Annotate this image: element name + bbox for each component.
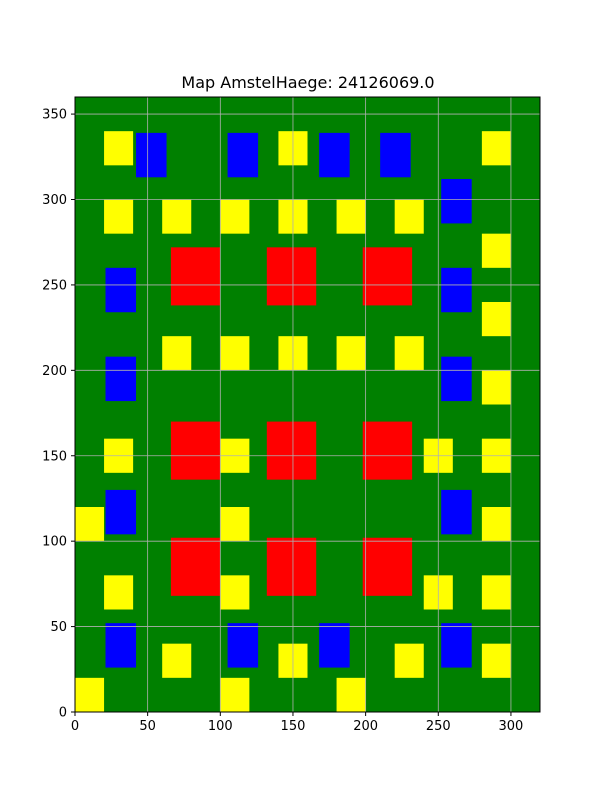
yellow-rectangle xyxy=(481,507,511,542)
x-tick-label: 300 xyxy=(499,719,524,734)
yellow-rectangle xyxy=(220,507,250,542)
yellow-rectangle xyxy=(162,199,192,234)
x-tick-label: 50 xyxy=(139,719,156,734)
y-tick-label: 200 xyxy=(42,364,67,379)
blue-rectangle xyxy=(319,623,350,668)
yellow-rectangle xyxy=(104,131,134,166)
y-tick-label: 300 xyxy=(42,193,67,208)
red-rectangle xyxy=(170,421,221,480)
red-rectangle xyxy=(266,421,317,480)
blue-rectangle xyxy=(136,132,167,178)
red-rectangle xyxy=(362,537,413,596)
red-rectangle xyxy=(170,537,221,596)
yellow-rectangle xyxy=(220,575,250,610)
blue-rectangle xyxy=(105,489,137,535)
y-tick-label: 50 xyxy=(50,620,67,635)
yellow-rectangle xyxy=(336,199,366,234)
blue-rectangle xyxy=(319,132,350,178)
x-tick-label: 150 xyxy=(281,719,306,734)
red-rectangle xyxy=(362,421,413,480)
axes-frame xyxy=(74,96,541,713)
y-tick-label: 0 xyxy=(59,706,67,721)
blue-rectangle xyxy=(441,356,472,402)
yellow-rectangle xyxy=(220,199,250,234)
red-rectangle xyxy=(170,247,221,306)
x-tick-label: 200 xyxy=(353,719,378,734)
blue-rectangle xyxy=(105,623,137,668)
yellow-rectangle xyxy=(481,575,511,610)
yellow-rectangle xyxy=(220,336,250,371)
yellow-rectangle xyxy=(75,677,105,712)
x-tick-label: 250 xyxy=(426,719,451,734)
y-axis: 0 50 100 150 200 250 300 350 xyxy=(42,108,75,721)
y-tick-label: 100 xyxy=(42,535,67,550)
yellow-rectangle xyxy=(394,199,424,234)
blue-rectangle xyxy=(380,132,411,178)
blue-rectangle xyxy=(441,623,472,668)
yellow-rectangle xyxy=(481,370,511,405)
blue-rectangle xyxy=(441,179,472,224)
red-rectangle xyxy=(266,537,317,596)
yellow-rectangle xyxy=(481,302,511,337)
yellow-rectangle xyxy=(394,336,424,371)
y-tick-label: 350 xyxy=(42,108,67,123)
x-tick-label: 100 xyxy=(208,719,233,734)
yellow-rectangle xyxy=(336,677,366,712)
yellow-rectangle xyxy=(104,575,134,610)
x-tick-label: 0 xyxy=(71,719,79,734)
yellow-rectangle xyxy=(75,507,105,542)
yellow-rectangle xyxy=(220,677,250,712)
blue-rectangle xyxy=(227,623,259,668)
x-axis: 0 50 100 150 200 250 300 xyxy=(71,712,523,734)
chart-title: Map AmstelHaege: 24126069.0 xyxy=(181,73,434,92)
yellow-rectangle xyxy=(336,336,366,371)
red-rectangle xyxy=(362,247,413,306)
yellow-rectangle xyxy=(481,131,511,166)
yellow-rectangle xyxy=(481,233,511,268)
yellow-rectangle xyxy=(162,643,192,678)
blue-rectangle xyxy=(227,132,259,178)
yellow-rectangle xyxy=(104,199,134,234)
blue-rectangle xyxy=(441,489,472,535)
yellow-rectangle xyxy=(162,336,192,371)
plot-area xyxy=(74,96,541,713)
blue-rectangle xyxy=(105,356,137,402)
y-tick-label: 250 xyxy=(42,278,67,293)
yellow-rectangle xyxy=(394,643,424,678)
yellow-rectangle xyxy=(481,643,511,678)
red-rectangle xyxy=(266,247,317,306)
blue-rectangle xyxy=(105,267,137,313)
blue-rectangle xyxy=(441,267,472,313)
y-tick-label: 150 xyxy=(42,449,67,464)
